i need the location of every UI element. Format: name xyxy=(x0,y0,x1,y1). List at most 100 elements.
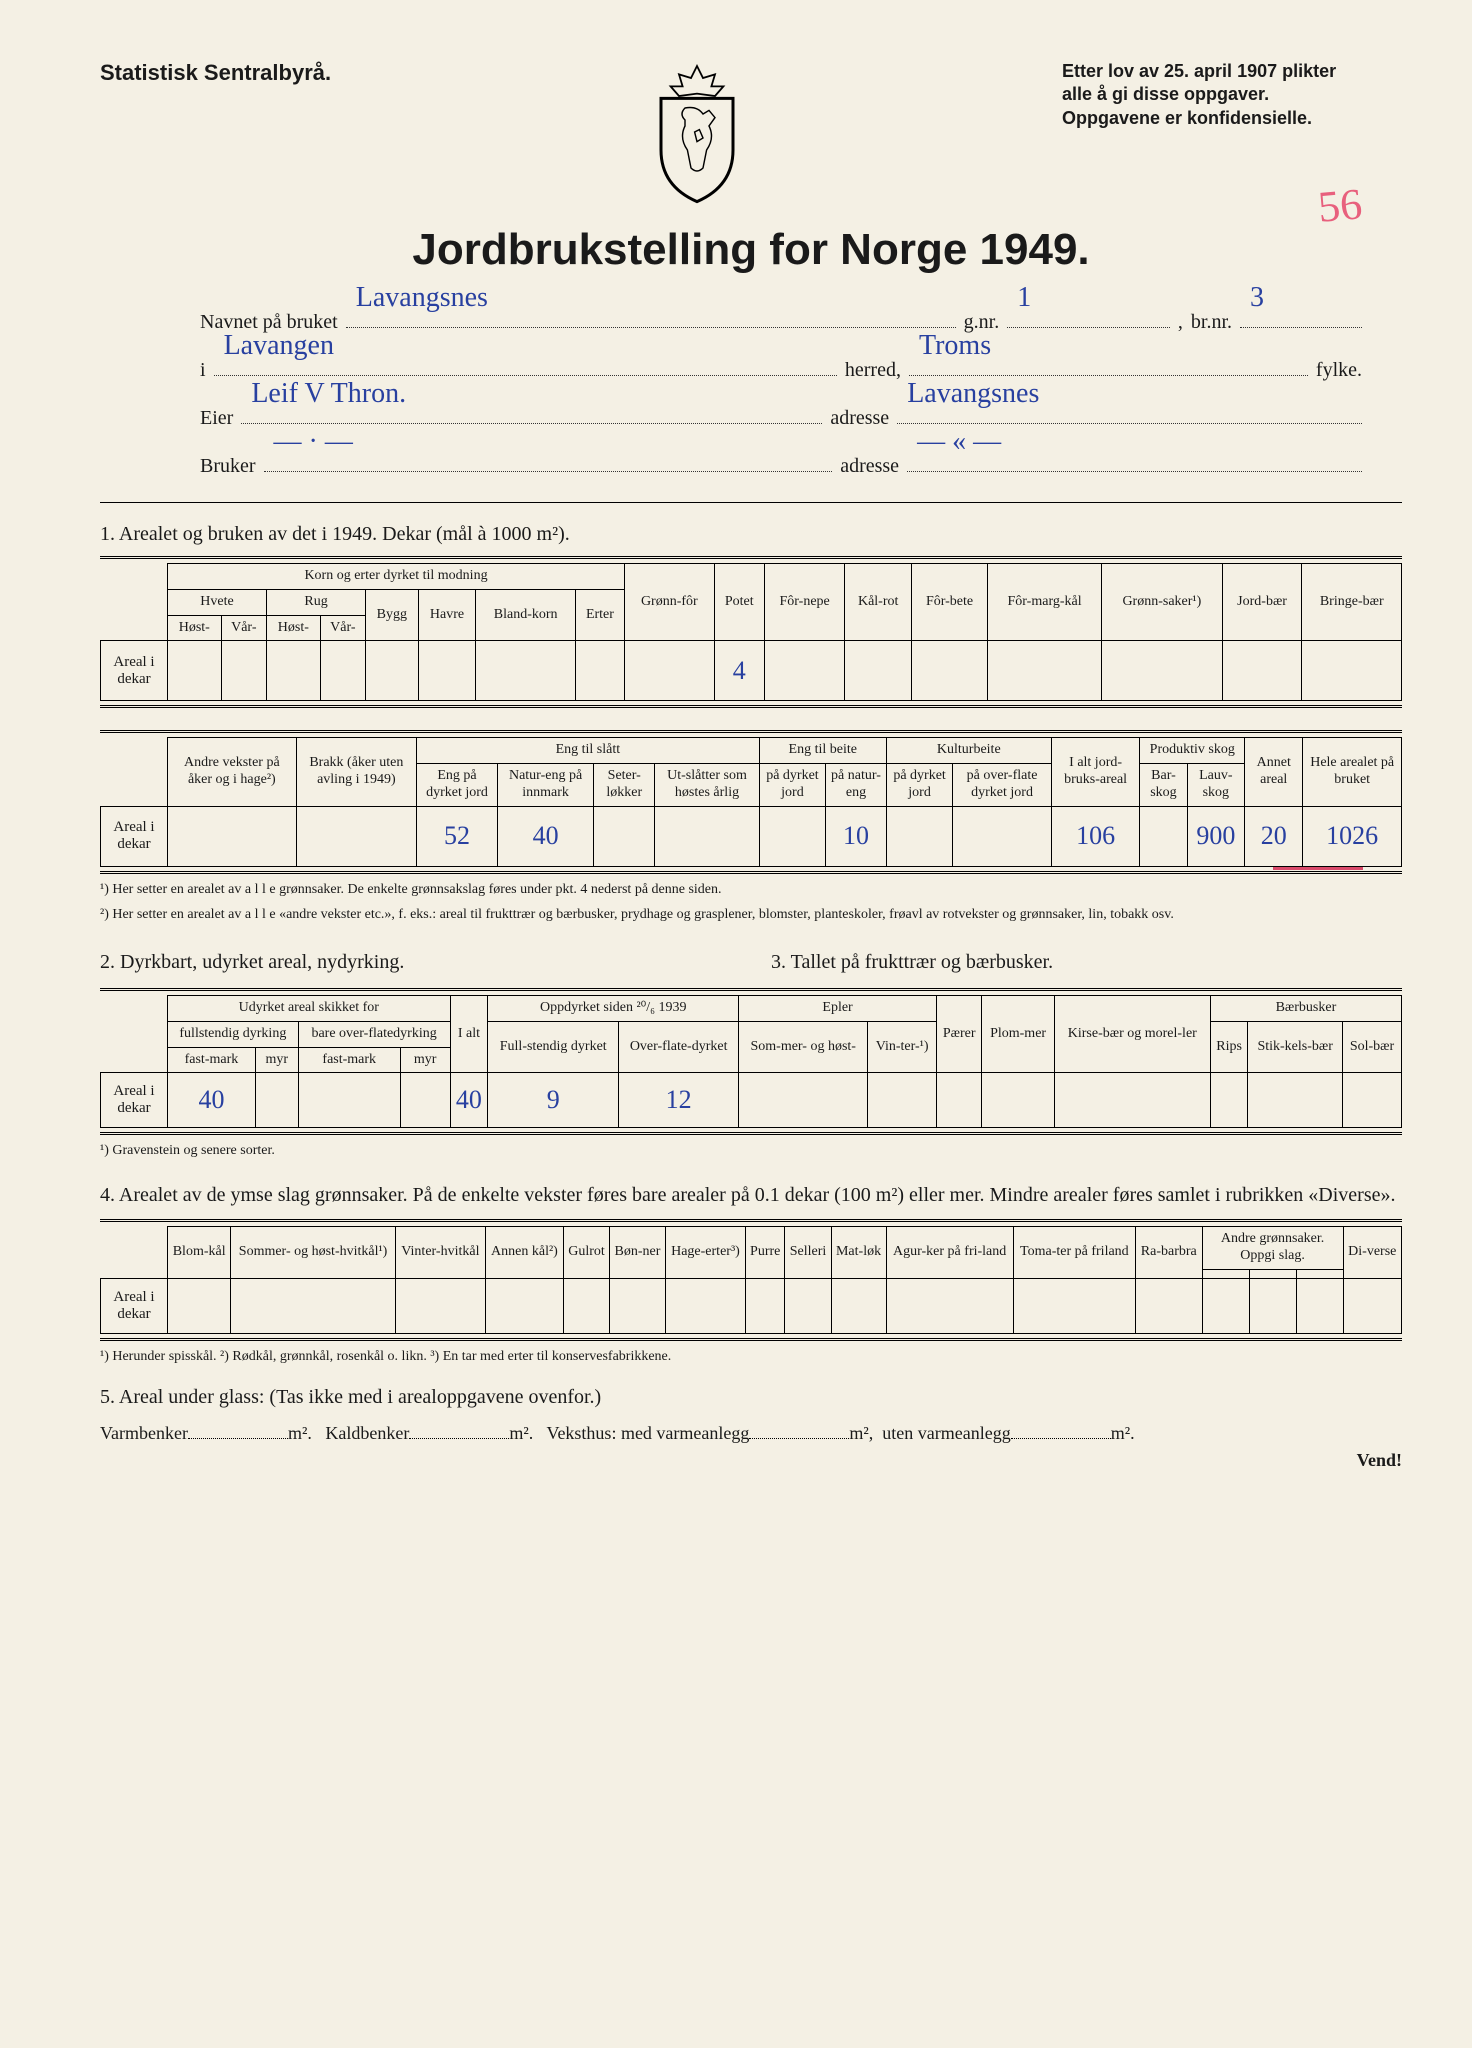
th-rug: Rug xyxy=(267,589,366,615)
th-fullstendig: fullstendig dyrking xyxy=(168,1021,299,1047)
lauvskog-val: 900 xyxy=(1187,806,1245,866)
th-kirsebaer: Kirse-bær og morel-ler xyxy=(1054,995,1210,1072)
th-hageerter: Hage-erter³) xyxy=(665,1226,745,1278)
section2-heading: 2. Dyrkbart, udyrket areal, nydyrking. xyxy=(100,951,731,974)
crest-svg xyxy=(637,60,757,204)
th-lauvskog: Lauv-skog xyxy=(1187,764,1245,807)
i-label: i xyxy=(200,348,206,392)
engdyrket-val: 52 xyxy=(417,806,498,866)
legal-line2: alle å gi disse oppgaver. xyxy=(1062,84,1269,104)
form-header-fields: Navnet på bruket Lavangsnes g.nr. 1 , br… xyxy=(100,300,1402,488)
th-blandkorn: Bland-korn xyxy=(476,589,575,641)
th-fulldyrket: Full-stendig dyrket xyxy=(488,1021,619,1073)
th-potet: Potet xyxy=(714,564,764,641)
eier-label: Eier xyxy=(200,396,233,440)
th-ialt2: I alt xyxy=(450,995,488,1072)
th-utslatter: Ut-slåtter som høstes årlig xyxy=(655,764,759,807)
table-1a: Korn og erter dyrket til modning Grønn-f… xyxy=(100,563,1402,701)
th-engdyrket: Eng på dyrket jord xyxy=(417,764,498,807)
th-erter: Erter xyxy=(575,589,624,641)
th-tomater: Toma-ter på friland xyxy=(1013,1226,1135,1278)
table-2-3: Udyrket areal skikket for I alt Oppdyrke… xyxy=(100,995,1402,1128)
navnet-field: Lavangsnes xyxy=(346,303,956,328)
th-blomkal: Blom-kål xyxy=(168,1226,231,1278)
herred-label: herred, xyxy=(845,348,901,392)
th-plommer: Plom-mer xyxy=(982,995,1054,1072)
document-title: Jordbrukstelling for Norge 1949. xyxy=(100,225,1402,275)
th-agurker: Agur-ker på fri-land xyxy=(886,1226,1013,1278)
th-gulrot: Gulrot xyxy=(563,1226,609,1278)
th-paerer: Pærer xyxy=(936,995,982,1072)
page-annotation-56: 56 xyxy=(1316,178,1364,233)
th-prodskog: Produktiv skog xyxy=(1140,738,1245,764)
th-diverse: Di-verse xyxy=(1343,1226,1401,1278)
bruker-value: — · — xyxy=(274,411,353,473)
th-engslatt: Eng til slått xyxy=(417,738,760,764)
th-fastmark2: fast-mark xyxy=(298,1047,400,1073)
brnr-label: br.nr. xyxy=(1191,300,1232,344)
adresse2-label: adresse xyxy=(840,444,899,488)
th-stikkelsbaer: Stik-kels-bær xyxy=(1248,1021,1343,1073)
potet-value: 4 xyxy=(714,641,764,701)
th-andre: Andre vekster på åker og i hage²) xyxy=(168,738,297,806)
row-label-1a: Areal i dekar xyxy=(101,641,168,701)
th-fornepe: Fôr-nepe xyxy=(764,564,844,641)
th-andre4: Andre grønnsaker. Oppgi slag. xyxy=(1202,1226,1343,1269)
row-label-1b: Areal i dekar xyxy=(101,806,168,866)
bruker-field: — · — xyxy=(264,447,833,472)
th-natureng: Natur-eng på innmark xyxy=(497,764,593,807)
th-padyrket1: på dyrket jord xyxy=(759,764,825,807)
th-ialt: I alt jord-bruks-areal xyxy=(1051,738,1140,806)
th-paoverflate: på over-flate dyrket jord xyxy=(953,764,1051,807)
brnr-value: 3 xyxy=(1250,267,1264,329)
section5-line: Varmbenkerm². Kaldbenkerm². Veksthus: me… xyxy=(100,1423,1402,1444)
th-annet: Annet areal xyxy=(1245,738,1303,806)
th-engbeite: Eng til beite xyxy=(759,738,886,764)
th-vinterhvitkal: Vinter-hvitkål xyxy=(395,1226,485,1278)
th-selleri: Selleri xyxy=(785,1226,831,1278)
row-label-4: Areal i dekar xyxy=(101,1278,168,1333)
th-jordbaer: Jord-bær xyxy=(1222,564,1302,641)
adresse-label: adresse xyxy=(830,396,889,440)
annet-val: 20 xyxy=(1245,806,1303,866)
full-val: 9 xyxy=(488,1073,619,1128)
vend-label: Vend! xyxy=(100,1450,1402,1471)
table-4: Blom-kål Sommer- og høst-hvitkål¹) Vinte… xyxy=(100,1226,1402,1334)
document-page: Statistisk Sentralbyrå. Etter lov av 25.… xyxy=(0,0,1472,2048)
th-brakk: Brakk (åker uten avling i 1949) xyxy=(296,738,416,806)
th-myr1: myr xyxy=(255,1047,298,1073)
red-underline-icon xyxy=(1273,867,1363,870)
legal-line1: Etter lov av 25. april 1907 plikter xyxy=(1062,61,1336,81)
row-label-2: Areal i dekar xyxy=(101,1073,168,1128)
th-overdyrket: Over-flate-dyrket xyxy=(619,1021,739,1073)
hele-val: 1026 xyxy=(1303,806,1402,866)
th-rips: Rips xyxy=(1210,1021,1248,1073)
fylke-label: fylke. xyxy=(1316,348,1362,392)
th-bringebaer: Bringe-bær xyxy=(1302,564,1402,641)
th-gronnsaker: Grønn-saker¹) xyxy=(1102,564,1223,641)
th-seter: Seter-løkker xyxy=(594,764,655,807)
bruker-label: Bruker xyxy=(200,444,256,488)
table-1b: Andre vekster på åker og i hage²) Brakk … xyxy=(100,737,1402,866)
th-host2: Høst- xyxy=(267,615,321,641)
th-rabarbra: Ra-barbra xyxy=(1135,1226,1202,1278)
th-padyrket2: på dyrket jord xyxy=(886,764,952,807)
th-myr2: myr xyxy=(400,1047,450,1073)
ialt2-val: 40 xyxy=(450,1073,488,1128)
footnote-4: ¹) Herunder spisskål. ²) Rødkål, grønnkå… xyxy=(100,1347,1402,1367)
th-host1: Høst- xyxy=(168,615,222,641)
section5-heading: 5. Areal under glass: (Tas ikke med i ar… xyxy=(100,1386,1402,1409)
header-org: Statistisk Sentralbyrå. xyxy=(100,60,331,86)
th-var1: Vår- xyxy=(221,615,266,641)
th-sommerhvitkal: Sommer- og høst-hvitkål¹) xyxy=(231,1226,396,1278)
th-hvete: Hvete xyxy=(168,589,267,615)
th-vinter: Vin-ter-¹) xyxy=(868,1021,937,1073)
bruker-adresse-field: — « — xyxy=(907,447,1362,472)
legal-line3: Oppgavene er konfidensielle. xyxy=(1062,108,1312,128)
section4-heading: 4. Arealet av de ymse slag grønnsaker. P… xyxy=(100,1181,1402,1209)
panatureng-val: 10 xyxy=(826,806,887,866)
th-sommerhost: Som-mer- og høst- xyxy=(739,1021,868,1073)
over-val: 12 xyxy=(619,1073,739,1128)
th-solbaer: Sol-bær xyxy=(1342,1021,1401,1073)
th-annenkal: Annen kål²) xyxy=(485,1226,563,1278)
